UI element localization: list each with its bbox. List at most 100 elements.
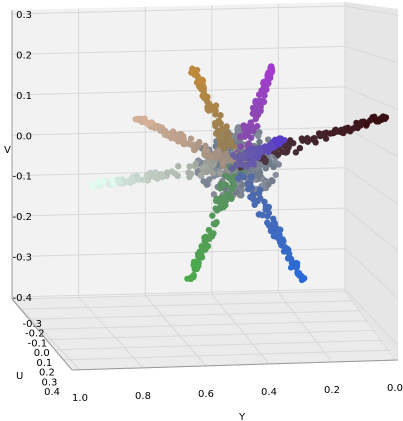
data-point xyxy=(108,176,115,183)
data-point xyxy=(281,137,288,144)
data-point xyxy=(154,175,161,182)
data-point xyxy=(305,136,312,143)
z-tick-label: 0.1 xyxy=(16,91,32,102)
data-point xyxy=(264,72,271,79)
data-point xyxy=(209,212,216,219)
data-point xyxy=(209,158,216,165)
data-point xyxy=(276,239,284,246)
grid-line-u xyxy=(11,290,346,300)
data-point xyxy=(249,191,257,198)
u-tick-label: -0.2 xyxy=(25,329,45,340)
data-point xyxy=(258,87,265,94)
data-point xyxy=(233,161,240,168)
data-point xyxy=(248,184,256,191)
data-point xyxy=(216,151,223,158)
data-point xyxy=(213,219,220,226)
data-point xyxy=(264,213,271,220)
data-point xyxy=(161,131,169,138)
grid-line-v xyxy=(11,207,346,217)
data-point xyxy=(268,68,275,75)
grid-line-v-side xyxy=(344,86,399,111)
data-point xyxy=(257,107,264,115)
grid-line-v-side xyxy=(344,288,399,346)
data-point xyxy=(163,169,171,176)
data-point xyxy=(185,169,192,176)
grid-line-floor xyxy=(211,293,270,365)
grid-line-v xyxy=(11,167,346,177)
data-point xyxy=(273,231,280,238)
data-point xyxy=(195,253,202,260)
grid-line-v-side xyxy=(344,45,399,63)
data-point xyxy=(217,112,224,119)
x-axis-label: Y xyxy=(238,412,246,421)
grid-line-v-side xyxy=(344,5,399,16)
data-point xyxy=(116,179,123,186)
data-point xyxy=(110,181,117,188)
data-point xyxy=(255,132,262,140)
data-point xyxy=(201,148,208,155)
data-point xyxy=(188,141,195,149)
data-point xyxy=(254,197,261,205)
x-tick-label: 1.0 xyxy=(72,393,88,404)
data-point xyxy=(221,151,229,158)
data-point xyxy=(169,133,176,141)
data-point xyxy=(184,275,191,282)
grid-line-v-side xyxy=(344,248,399,299)
data-point xyxy=(242,149,249,157)
data-point xyxy=(133,173,141,180)
data-point xyxy=(212,197,220,205)
data-point xyxy=(217,180,225,187)
data-point xyxy=(261,146,269,154)
u-tick-label: 0.2 xyxy=(39,368,55,379)
y-axis-label: U xyxy=(16,371,23,382)
data-point xyxy=(141,115,148,122)
x-tick-label: 0.0 xyxy=(387,383,403,394)
data-point xyxy=(272,171,279,179)
data-point xyxy=(256,149,264,156)
data-point xyxy=(350,125,357,132)
data-point xyxy=(100,178,107,185)
floor-pane xyxy=(12,291,398,370)
grid-line-floor xyxy=(11,298,81,371)
data-point xyxy=(285,144,292,151)
data-point xyxy=(242,124,250,131)
data-point xyxy=(237,143,244,150)
u-tick-label: 0.4 xyxy=(44,387,60,398)
data-point xyxy=(238,187,246,194)
data-point xyxy=(200,84,207,92)
grid-line-u xyxy=(20,300,353,310)
data-point xyxy=(147,172,155,179)
data-point xyxy=(364,121,371,128)
data-point xyxy=(197,171,205,179)
data-point xyxy=(238,161,246,168)
grid-line-v xyxy=(11,5,346,15)
data-point xyxy=(89,183,96,190)
data-point xyxy=(196,138,203,146)
data-point xyxy=(217,185,224,192)
data-point xyxy=(256,169,264,177)
data-point xyxy=(198,243,205,250)
data-point xyxy=(298,273,305,280)
data-point xyxy=(261,198,268,206)
data-point xyxy=(262,158,269,166)
data-point xyxy=(202,142,209,150)
grid-line-u xyxy=(63,349,391,361)
data-point xyxy=(247,174,254,181)
data-point xyxy=(260,78,267,85)
z-tick-label: -0.1 xyxy=(12,172,32,183)
data-point xyxy=(234,175,242,182)
data-point xyxy=(382,114,390,121)
data-point xyxy=(179,138,186,146)
data-point xyxy=(287,137,294,144)
data-point xyxy=(200,77,207,84)
x-tick-label: 0.8 xyxy=(135,391,151,402)
data-point xyxy=(245,140,252,147)
data-point xyxy=(201,234,208,241)
data-point xyxy=(275,226,282,233)
grid-line-floor xyxy=(78,297,144,369)
data-point xyxy=(144,119,151,126)
data-points xyxy=(88,63,390,284)
grid-lines xyxy=(11,2,399,371)
x-tick-label: 0.6 xyxy=(198,389,214,400)
data-point xyxy=(254,123,261,130)
